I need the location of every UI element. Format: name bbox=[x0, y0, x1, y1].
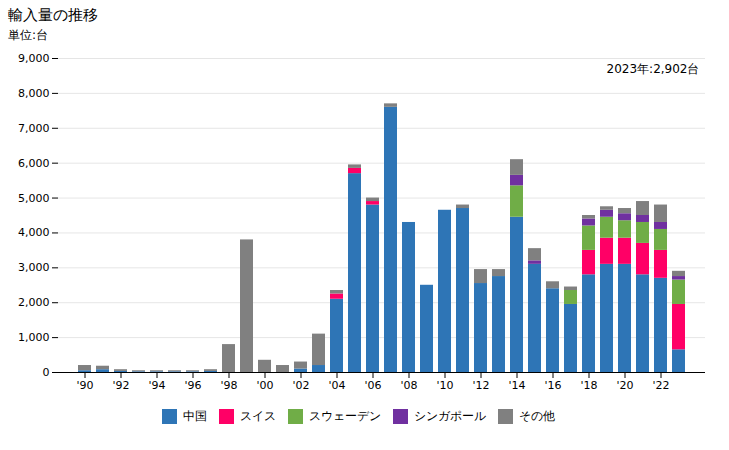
svg-text:'18: '18 bbox=[580, 379, 597, 392]
svg-text:'96: '96 bbox=[184, 379, 201, 392]
svg-text:'92: '92 bbox=[112, 379, 129, 392]
svg-text:6,000: 6,000 bbox=[18, 157, 50, 170]
html-text:輸入量の推移: 輸入量の推移 bbox=[8, 6, 98, 24]
svg-text:'10: '10 bbox=[436, 379, 453, 392]
svg-text:0: 0 bbox=[43, 366, 50, 379]
html-text:シンガポール: シンガポール bbox=[414, 409, 486, 423]
svg-text:'20: '20 bbox=[616, 379, 633, 392]
html-text:中国: 中国 bbox=[183, 409, 207, 423]
svg-text:'00: '00 bbox=[256, 379, 273, 392]
svg-text:2,000: 2,000 bbox=[18, 296, 50, 309]
svg-text:2023年:2,902台: 2023年:2,902台 bbox=[607, 62, 700, 76]
svg-text:'98: '98 bbox=[220, 379, 237, 392]
svg-text:'90: '90 bbox=[76, 379, 93, 392]
svg-text:'22: '22 bbox=[652, 379, 669, 392]
svg-text:1,000: 1,000 bbox=[18, 331, 50, 344]
svg-text:'06: '06 bbox=[364, 379, 381, 392]
html-text:スウェーデン: スウェーデン bbox=[309, 409, 381, 423]
svg-text:'02: '02 bbox=[292, 379, 309, 392]
svg-text:9,000: 9,000 bbox=[18, 52, 50, 65]
html-text:その他: その他 bbox=[519, 409, 555, 423]
svg-text:'12: '12 bbox=[472, 379, 489, 392]
svg-text:'14: '14 bbox=[508, 379, 525, 392]
svg-text:'08: '08 bbox=[400, 379, 417, 392]
svg-text:8,000: 8,000 bbox=[18, 87, 50, 100]
svg-text:'16: '16 bbox=[544, 379, 561, 392]
svg-text:'94: '94 bbox=[148, 379, 165, 392]
html-text:スイス: スイス bbox=[240, 409, 276, 423]
svg-text:4,000: 4,000 bbox=[18, 226, 50, 239]
svg-text:7,000: 7,000 bbox=[18, 122, 50, 135]
svg-text:3,000: 3,000 bbox=[18, 261, 50, 274]
html-text:単位:台: 単位:台 bbox=[8, 28, 48, 42]
svg-text:'04: '04 bbox=[328, 379, 345, 392]
svg-text:5,000: 5,000 bbox=[18, 192, 50, 205]
